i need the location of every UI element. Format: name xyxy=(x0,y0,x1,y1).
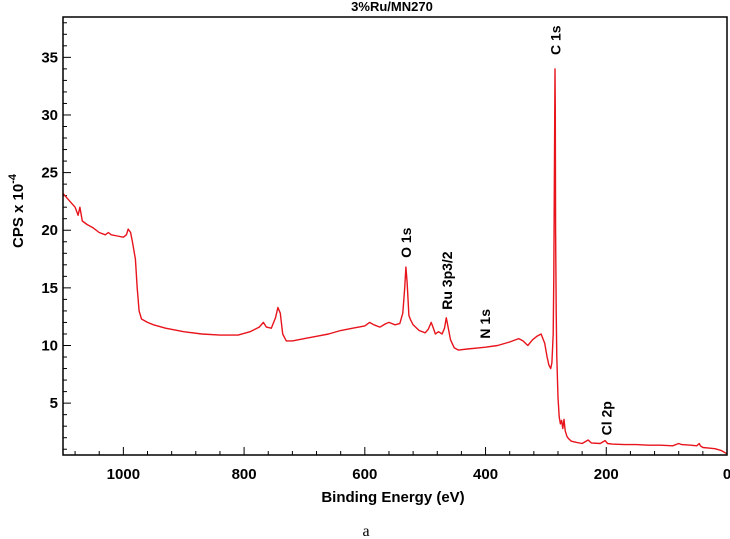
y-tick-label: 30 xyxy=(41,107,58,124)
series-line xyxy=(62,68,728,455)
y-axis-title: CPS x 10-4 xyxy=(7,173,27,248)
chart-title: 3%Ru/MN270 xyxy=(351,0,433,14)
y-tick-label: 15 xyxy=(41,280,58,297)
peak-label: O 1s xyxy=(398,227,414,258)
x-tick-label: 400 xyxy=(473,466,498,483)
axis-ticks xyxy=(63,22,728,455)
x-tick-label: 200 xyxy=(594,466,619,483)
peak-label: C 1s xyxy=(548,25,564,55)
peak-label: Ru 3p3/2 xyxy=(439,251,455,310)
figure-caption: a xyxy=(362,523,369,539)
peak-label: N 1s xyxy=(477,309,493,339)
plot-frame xyxy=(62,16,728,456)
x-tick-label: 0 xyxy=(723,466,730,483)
svg-text:CPS x 10-4: CPS x 10-4 xyxy=(7,173,27,248)
y-tick-label: 25 xyxy=(41,165,58,182)
peak-label: Cl 2p xyxy=(598,401,614,435)
y-axis-title-exponent: -4 xyxy=(7,173,19,184)
y-tick-label: 5 xyxy=(50,395,58,412)
y-tick-labels: 5 10 15 20 25 30 35 xyxy=(41,49,58,412)
x-axis-title: Binding Energy (eV) xyxy=(321,489,464,506)
y-tick-label: 20 xyxy=(41,222,58,239)
peak-annotations: C 1s O 1s Ru 3p3/2 N 1s Cl 2p xyxy=(398,25,614,435)
x-tick-label: 600 xyxy=(352,466,377,483)
y-tick-label: 35 xyxy=(41,49,58,66)
y-axis-title-main: CPS x 10 xyxy=(10,184,27,248)
y-tick-label: 10 xyxy=(41,338,58,355)
series-layer xyxy=(62,68,728,455)
x-tick-label: 800 xyxy=(232,466,257,483)
x-tick-labels: 1000 800 600 400 200 0 xyxy=(107,466,730,483)
x-tick-label: 1000 xyxy=(107,466,140,483)
